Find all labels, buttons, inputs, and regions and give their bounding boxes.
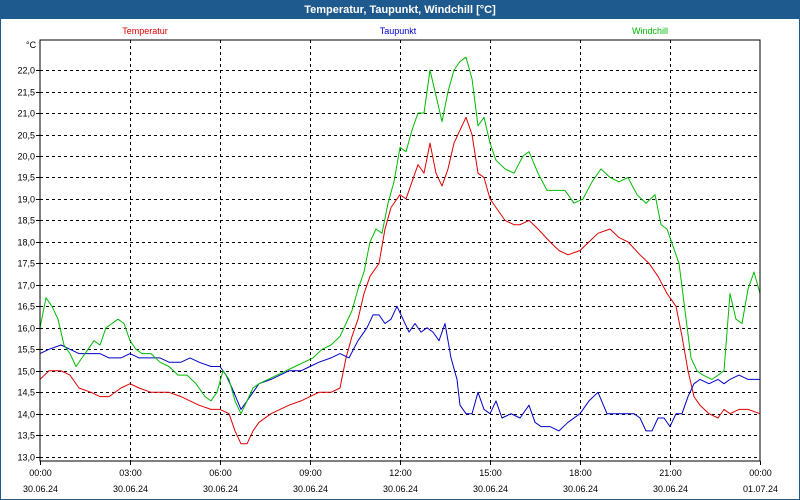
x-tick-date-label: 30.06.24 <box>383 484 418 494</box>
y-tick-label: 18,0 <box>17 238 35 248</box>
series-line-windchill <box>39 56 761 415</box>
chart-title: Temperatur, Taupunkt, Windchill [°C] <box>1 1 799 19</box>
y-tick-label: 13,5 <box>17 431 35 441</box>
y-tick-label: 18,5 <box>17 216 35 226</box>
y-tick-label: 21,5 <box>17 88 35 98</box>
x-tick-time-label: 18:00 <box>569 468 592 478</box>
x-tick-time-label: 03:00 <box>119 468 142 478</box>
x-tick-date-label: 30.06.24 <box>293 484 328 494</box>
x-tick-date-label: 30.06.24 <box>23 484 58 494</box>
y-tick-label: 14,0 <box>17 410 35 420</box>
legend-label-temperatur: Temperatur <box>122 26 168 36</box>
y-tick-label: 20,5 <box>17 131 35 141</box>
x-tick-time-label: 09:00 <box>299 468 322 478</box>
series-line-temperatur <box>39 116 761 445</box>
plot-border <box>39 39 761 462</box>
y-tick-label: 22,0 <box>17 66 35 76</box>
y-tick-label: 20,0 <box>17 152 35 162</box>
x-tick-time-label: 15:00 <box>479 468 502 478</box>
x-tick-date-label: 30.06.24 <box>473 484 508 494</box>
y-tick-label: 16,5 <box>17 302 35 312</box>
y-tick-label: 15,0 <box>17 367 35 377</box>
y-tick-label: 16,0 <box>17 324 35 334</box>
legend-label-windchill: Windchill <box>632 26 668 36</box>
y-tick-label: 15,5 <box>17 345 35 355</box>
x-tick-time-label: 00:00 <box>29 468 52 478</box>
x-tick-time-label: 12:00 <box>389 468 412 478</box>
y-axis-unit: °C <box>26 40 37 50</box>
y-axis: 13,0 13,5 14,0 14,5 15,0 15,5 16,0 16,5 17,0 17,5… <box>17 66 40 463</box>
x-tick-date-label: 30.06.24 <box>563 484 598 494</box>
y-tick-label: 14,5 <box>17 388 35 398</box>
y-tick-label: 17,0 <box>17 281 35 291</box>
y-tick-label: 21,0 <box>17 109 35 119</box>
x-tick-date-label: 30.06.24 <box>113 484 148 494</box>
legend: Temperatur Taupunkt Windchill <box>122 26 668 36</box>
x-tick-time-label: 06:00 <box>209 468 232 478</box>
y-tick-label: 17,5 <box>17 259 35 269</box>
x-axis: 00:00 30.06.24 03:00 30.06.24 06:00 30.06.24 0… <box>23 461 778 494</box>
series-lines <box>39 56 761 445</box>
x-tick-date-label: 30.06.24 <box>653 484 688 494</box>
x-tick-date-label: 01.07.24 <box>743 484 778 494</box>
y-tick-label: 13,0 <box>17 453 35 463</box>
y-tick-label: 19,5 <box>17 173 35 183</box>
series-line-taupunkt <box>39 305 760 432</box>
x-tick-time-label: 00:00 <box>749 468 772 478</box>
x-tick-time-label: 21:00 <box>659 468 682 478</box>
x-tick-date-label: 30.06.24 <box>203 484 238 494</box>
y-tick-label: 19,0 <box>17 195 35 205</box>
legend-label-taupunkt: Taupunkt <box>380 26 417 36</box>
